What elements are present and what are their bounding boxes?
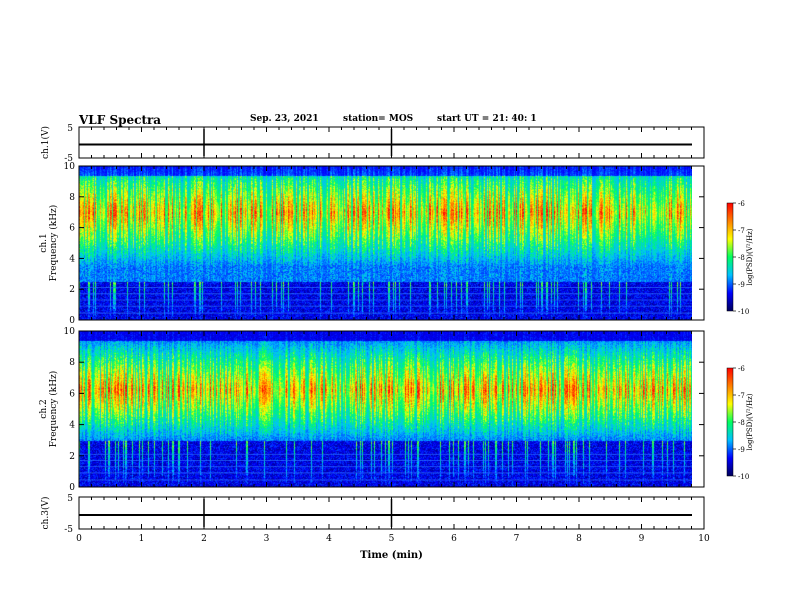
spectrogram-image — [79, 166, 692, 320]
station-label: station= MOS — [343, 114, 414, 124]
x-tick-label: 6 — [451, 534, 457, 544]
waveform-ylabel: ch.3(V) — [40, 497, 51, 530]
x-tick-label: 1 — [139, 534, 145, 544]
colorbar-tick-label: -10 — [738, 308, 749, 316]
x-tick-label: 4 — [326, 534, 332, 544]
figure-title: VLF Spectra — [79, 113, 162, 127]
y-tick-label: 2 — [69, 452, 75, 462]
spectrogram-ylabel: ch.2 — [39, 399, 49, 418]
x-tick-label: 7 — [514, 534, 520, 544]
colorbar-tick-label: -8 — [738, 254, 745, 262]
spectrogram-image — [79, 331, 692, 487]
colorbar-tick-label: -6 — [738, 200, 745, 208]
y-tick-label: 8 — [69, 358, 75, 368]
ch2-colorbar — [726, 367, 734, 477]
colorbar-tick-label: -7 — [738, 392, 745, 400]
ch1-colorbar — [726, 202, 734, 312]
x-tick-label: 2 — [201, 534, 207, 544]
waveform-ylabel: ch.1(V) — [40, 126, 51, 159]
y-tick-label: 0 — [69, 316, 75, 326]
colorbar-tick-label: -9 — [738, 446, 745, 454]
y-tick-label: 10 — [64, 162, 76, 172]
colorbar-tick-label: -6 — [738, 365, 745, 373]
y-tick-label: 6 — [69, 389, 75, 399]
colorbar-tick-label: -7 — [738, 227, 745, 235]
colorbar-tick-label: -8 — [738, 419, 745, 427]
start-time-label: start UT = 21: 40: 1 — [437, 114, 537, 124]
y-tick-label: 8 — [69, 193, 75, 203]
y-tick-label: 4 — [69, 254, 75, 264]
y-tick-label: 2 — [69, 285, 75, 295]
y-tick-label: -5 — [64, 525, 73, 535]
x-axis-label: Time (min) — [360, 550, 423, 561]
x-tick-label: 3 — [264, 534, 270, 544]
colorbar-tick-label: -9 — [738, 281, 745, 289]
y-tick-label: 0 — [69, 483, 75, 493]
y-tick-label: 4 — [69, 421, 75, 431]
y-tick-label: -5 — [64, 154, 73, 164]
x-tick-label: 5 — [389, 534, 395, 544]
spectrogram-ylabel: Frequency (kHz) — [48, 371, 59, 448]
x-tick-label: 9 — [639, 534, 645, 544]
colorbar-label: log(PSD)(V²/Hz) — [746, 393, 754, 450]
y-tick-label: 5 — [67, 124, 73, 134]
y-tick-label: 6 — [69, 224, 75, 234]
x-tick-label: 10 — [698, 534, 710, 544]
x-tick-label: 8 — [576, 534, 582, 544]
colorbar-label: log(PSD)(V²/Hz) — [746, 228, 754, 285]
spectrogram-ylabel: ch.1 — [39, 233, 49, 252]
x-tick-label: 0 — [76, 534, 82, 544]
observation-date: Sep. 23, 2021 — [250, 114, 319, 124]
y-tick-label: 10 — [64, 327, 76, 337]
colorbar-tick-label: -10 — [738, 473, 749, 481]
y-tick-label: 5 — [67, 494, 73, 504]
spectrogram-ylabel: Frequency (kHz) — [48, 205, 59, 282]
